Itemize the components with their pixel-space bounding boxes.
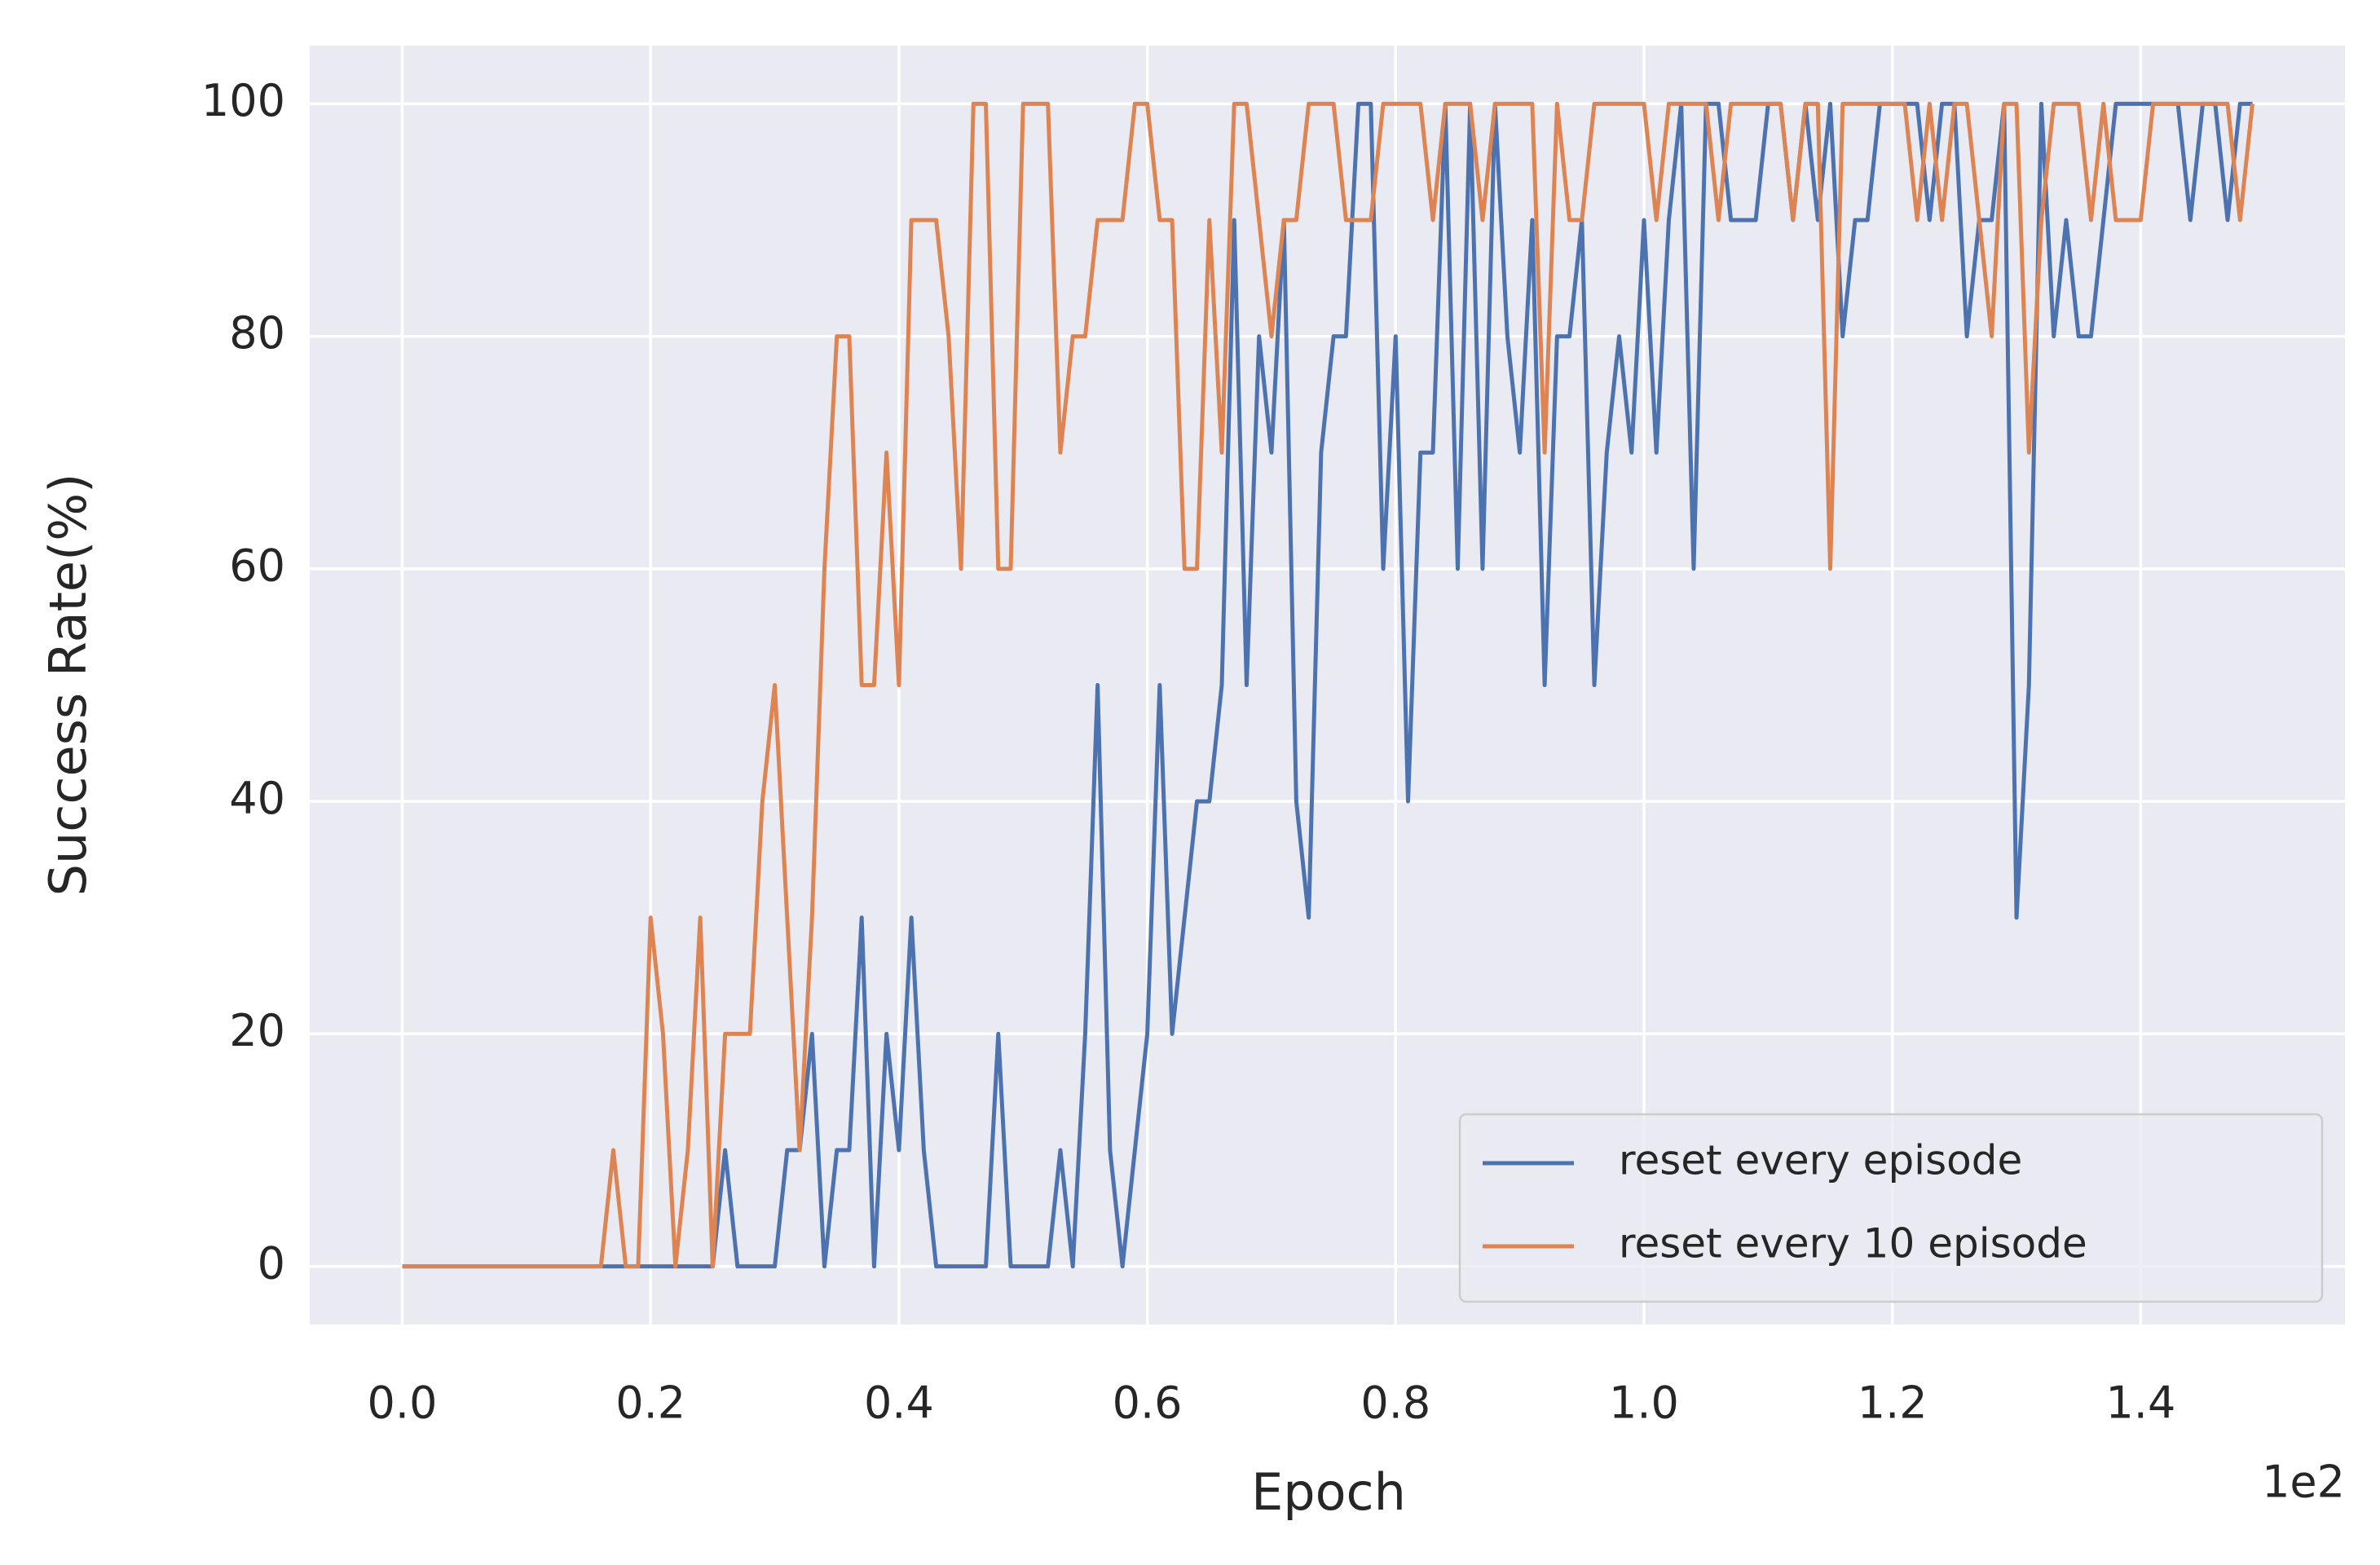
legend-box (1458, 1113, 2324, 1303)
y-axis-label: Success Rate(%) (38, 474, 98, 897)
x-tick-label: 0.6 (1113, 1378, 1183, 1429)
y-tick-label: 100 (201, 75, 285, 126)
x-tick-label: 0.2 (615, 1378, 685, 1429)
y-tick-label: 20 (229, 1005, 285, 1056)
legend-label: reset every episode (1619, 1137, 2022, 1184)
x-axis-label: Epoch (1251, 1462, 1406, 1522)
y-tick-label: 0 (258, 1237, 285, 1289)
legend-label: reset every 10 episode (1619, 1220, 2087, 1267)
x-tick-label: 0.0 (368, 1378, 438, 1429)
y-tick-label: 40 (229, 773, 285, 824)
x-tick-label: 0.8 (1360, 1378, 1430, 1429)
line (402, 101, 2253, 1269)
x-tick-label: 0.4 (864, 1378, 934, 1429)
x-tick-label: 1.4 (2105, 1378, 2175, 1429)
x-tick-label: 1.0 (1609, 1378, 1679, 1429)
y-tick-label: 60 (229, 540, 285, 592)
x-offset-label: 1e2 (2262, 1457, 2345, 1508)
x-tick-label: 1.2 (1858, 1378, 1928, 1429)
y-tick-label: 80 (229, 307, 285, 359)
line (402, 101, 2254, 1269)
